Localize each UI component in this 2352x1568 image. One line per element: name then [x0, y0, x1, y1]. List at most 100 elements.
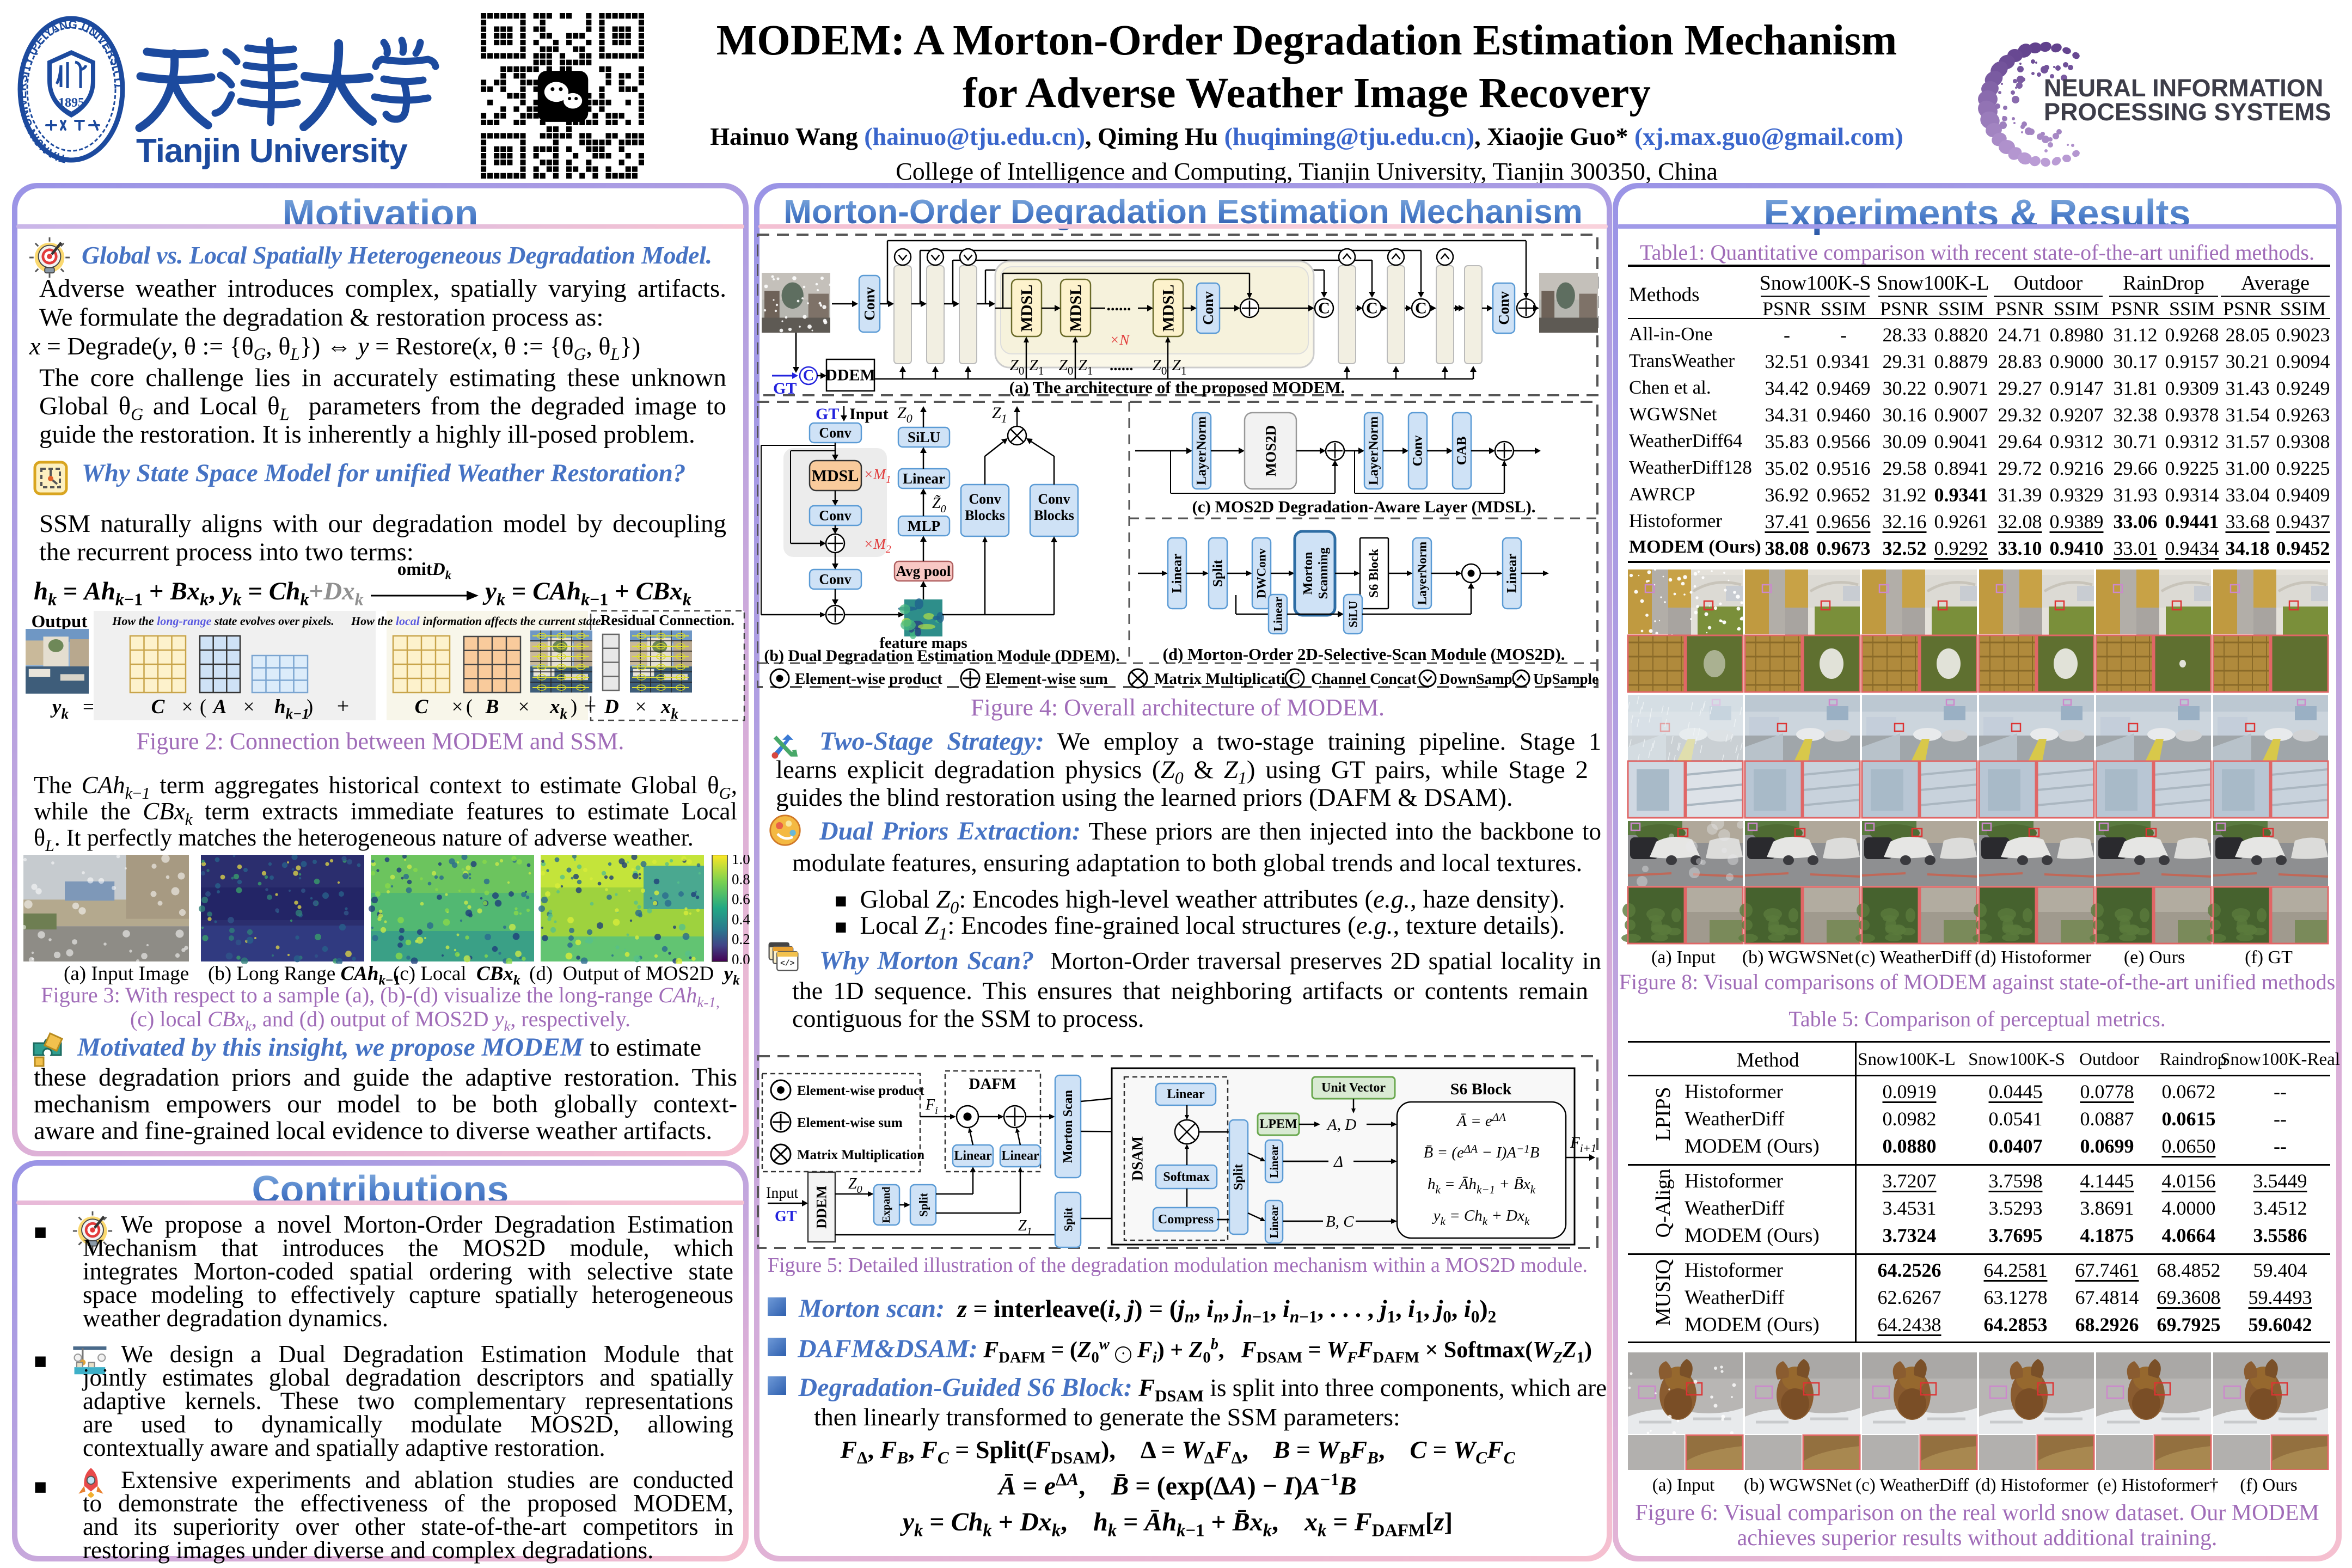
svg-text:Split: Split [1232, 1164, 1246, 1190]
svg-text:=: = [83, 696, 94, 718]
svg-text:Morton: Morton [1301, 552, 1315, 595]
svg-text:Linear: Linear [1271, 597, 1285, 632]
svg-text:(c) MOS2D Degradation-Aware La: (c) MOS2D Degradation-Aware Layer (MDSL)… [1192, 497, 1535, 516]
svg-text:0.2: 0.2 [732, 931, 750, 947]
svg-text:How the long-range state evolv: How the long-range state evolves over pi… [112, 614, 334, 628]
svg-text:Tianjin University: Tianjin University [136, 132, 408, 170]
svg-text:×: × [182, 696, 193, 718]
svg-text:Conv: Conv [1038, 491, 1070, 507]
svg-text:Split: Split [917, 1192, 930, 1217]
svg-text:MOS2D: MOS2D [1263, 425, 1279, 477]
svg-text:DAFM: DAFM [969, 1075, 1016, 1093]
svg-text:Softmax: Softmax [1163, 1170, 1209, 1184]
svg-text:GT: GT [816, 405, 839, 423]
svg-text:......: ...... [1110, 357, 1134, 374]
svg-text:MLP: MLP [908, 518, 940, 534]
svg-text:×: × [452, 696, 463, 718]
svg-text:Linear: Linear [903, 470, 945, 487]
svg-text:LayerNorm: LayerNorm [1367, 416, 1381, 486]
svg-text:LayerNorm: LayerNorm [1416, 542, 1429, 605]
svg-text:GT: GT [775, 1208, 797, 1225]
svg-text:C: C [415, 696, 429, 718]
svg-text:Linear: Linear [1267, 1145, 1281, 1178]
svg-text:1.0: 1.0 [732, 855, 750, 867]
svg-text:Z0: Z0 [1059, 357, 1074, 377]
svg-text:Blocks: Blocks [965, 507, 1005, 523]
svg-text:Element-wise product: Element-wise product [795, 670, 942, 688]
svg-text:Channel Concat: Channel Concat [1311, 671, 1417, 688]
svg-text:Conv: Conv [819, 508, 851, 524]
svg-text:Element-wise product: Element-wise product [797, 1083, 924, 1098]
svg-text:MDSL: MDSL [1018, 285, 1036, 332]
svg-text:C: C [151, 696, 166, 718]
svg-text:Z0: Z0 [1010, 357, 1025, 377]
svg-text:DDEM: DDEM [814, 1185, 830, 1228]
svg-text:Split: Split [1062, 1207, 1075, 1232]
svg-text:Conv: Conv [1411, 435, 1425, 466]
svg-text:C: C [1415, 299, 1427, 317]
svg-text:0.0: 0.0 [732, 951, 750, 964]
svg-text:(b) Dual Degradation Estimatio: (b) Dual Degradation Estimation Module (… [764, 647, 1119, 665]
svg-text:A, D: A, D [1326, 1116, 1356, 1134]
svg-text:0.6: 0.6 [732, 891, 750, 908]
svg-text:1895: 1895 [58, 96, 84, 110]
svg-text:feature maps: feature maps [879, 634, 967, 652]
svg-text:Z1: Z1 [992, 404, 1007, 425]
svg-text:Z0: Z0 [1153, 357, 1167, 377]
svg-text:CAB: CAB [1455, 437, 1469, 465]
svg-text:Z0: Z0 [897, 404, 912, 425]
svg-text:Linear: Linear [1001, 1149, 1039, 1163]
svg-text:Linear: Linear [1505, 554, 1520, 593]
svg-text:(a) The architecture of the pr: (a) The architecture of the proposed MOD… [1009, 378, 1345, 397]
svg-text:×N: ×N [1110, 332, 1130, 348]
svg-text:Input: Input [849, 405, 889, 423]
svg-text:Z1: Z1 [1079, 357, 1093, 377]
svg-text:yk = Chk + Dxk: yk = Chk + Dxk [1432, 1207, 1530, 1228]
svg-text:Z1: Z1 [1030, 357, 1044, 377]
svg-text:D: D [604, 696, 619, 718]
svg-text:+: + [584, 694, 597, 718]
svg-text:Δ: Δ [1333, 1153, 1343, 1171]
svg-text:B: B [485, 696, 499, 718]
svg-text:DSAM: DSAM [1130, 1136, 1147, 1181]
svg-text:Linear: Linear [1167, 1087, 1205, 1101]
svg-text:Morton Scan: Morton Scan [1061, 1090, 1075, 1163]
svg-text:C: C [1318, 299, 1330, 317]
svg-text:C: C [803, 367, 814, 384]
svg-text:C: C [1366, 299, 1378, 317]
svg-text:Z̃0: Z̃0 [932, 495, 946, 515]
svg-text:SiLU: SiLU [908, 429, 940, 445]
svg-text:Linear: Linear [1170, 554, 1185, 593]
svg-text:Input: Input [766, 1185, 798, 1202]
svg-text:Element-wise sum: Element-wise sum [797, 1116, 903, 1130]
svg-text:PROCESSING SYSTEMS: PROCESSING SYSTEMS [2044, 98, 2331, 126]
svg-text:0.4: 0.4 [732, 911, 750, 927]
svg-text:MDSL: MDSL [812, 467, 859, 485]
svg-text:×: × [518, 696, 530, 718]
svg-text:Scanning: Scanning [1316, 548, 1331, 599]
svg-text:Linear: Linear [1267, 1205, 1281, 1239]
svg-text:S6 Block: S6 Block [1450, 1080, 1512, 1098]
svg-text:Conv: Conv [819, 572, 851, 587]
svg-text:): ) [307, 696, 313, 718]
svg-text:Split: Split [1211, 559, 1226, 587]
svg-text:Element-wise sum: Element-wise sum [985, 670, 1108, 688]
svg-text:Unit Vector: Unit Vector [1321, 1081, 1386, 1095]
svg-text:MDSL: MDSL [1160, 285, 1178, 332]
svg-text:+: + [337, 694, 350, 718]
svg-text:Avg pool: Avg pool [896, 563, 951, 579]
svg-text:MDSL: MDSL [1067, 285, 1085, 332]
svg-text:......: ...... [1107, 296, 1131, 314]
svg-text:SiLU: SiLU [1346, 601, 1360, 627]
svg-text:×: × [635, 696, 647, 718]
svg-text:B, C: B, C [1326, 1213, 1354, 1230]
svg-text:DWConv: DWConv [1255, 548, 1269, 598]
svg-text:(: ( [466, 696, 473, 718]
svg-text:NEURAL INFORMATION: NEURAL INFORMATION [2044, 74, 2323, 102]
svg-text:Matrix Multiplication: Matrix Multiplication [797, 1148, 924, 1162]
svg-text:xk: xk [549, 696, 568, 722]
svg-text:Conv: Conv [819, 425, 851, 441]
svg-text:Z0: Z0 [848, 1175, 862, 1196]
svg-text:Fi: Fi [925, 1097, 938, 1117]
svg-text:A: A [212, 696, 227, 718]
